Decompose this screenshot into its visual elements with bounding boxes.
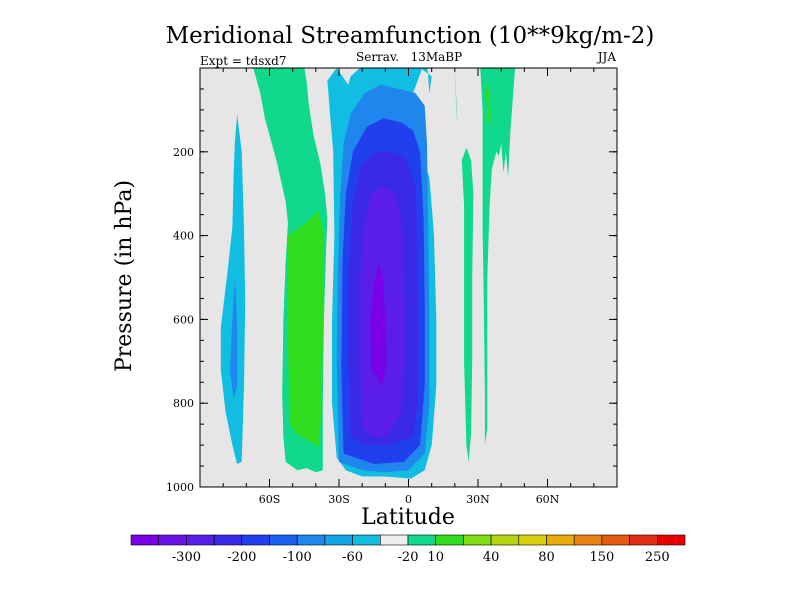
colorbar: -300 -200 -100 -60 -20 10 40 80 150 250	[130, 534, 686, 565]
colorbar-swatch	[241, 534, 270, 546]
y-tick-label: 800	[173, 397, 194, 410]
colorbar-swatch	[296, 534, 326, 546]
colorbar-swatch	[518, 534, 547, 546]
subtitle-right: JJA	[596, 50, 617, 64]
colorbar-label: 10	[427, 550, 444, 565]
colorbar-label: -60	[342, 550, 363, 565]
x-axis-label: Latitude	[361, 505, 455, 530]
contour-northern-cell-core	[484, 80, 491, 127]
contour-layer	[220, 68, 516, 479]
contour-southern-polar-cell-inner	[230, 277, 238, 399]
contour-northern-cell-2	[461, 147, 474, 462]
x-tick-label: 30S	[328, 493, 350, 506]
colorbar-swatch	[130, 534, 160, 546]
x-tick-label: 60S	[259, 493, 281, 506]
subtitle-left: Expt = tdsxd7	[200, 54, 286, 68]
x-tick-label: 60N	[536, 493, 560, 506]
colorbar-swatch	[656, 534, 686, 546]
colorbar-swatch	[269, 534, 298, 546]
y-tick-label: 200	[173, 146, 194, 159]
colorbar-label: -300	[172, 550, 201, 565]
colorbar-swatch	[324, 534, 353, 546]
colorbar-swatch	[546, 534, 575, 546]
subtitle-center: Serrav. 13MaBP	[356, 50, 462, 64]
colorbar-label: 150	[589, 550, 614, 565]
y-tick-label: 400	[173, 230, 194, 243]
axes-layer: 60S 30S 0 30N 60N 200 400 600 800 1000	[166, 68, 617, 506]
contour-northern-cell-1	[454, 68, 458, 123]
colorbar-swatch	[407, 534, 437, 546]
colorbar-swatch	[601, 534, 630, 546]
contour-hadley-cell-core	[370, 264, 387, 387]
colorbar-swatch	[435, 534, 464, 546]
colorbar-label: 80	[538, 550, 555, 565]
colorbar-label: 250	[645, 550, 670, 565]
colorbar-swatch	[379, 534, 409, 546]
colorbar-swatch	[629, 534, 658, 546]
colorbar-swatch	[573, 534, 603, 546]
colorbar-label: -200	[227, 550, 256, 565]
contour-southern-polar-cell	[220, 114, 246, 464]
x-tick-label: 0	[405, 493, 412, 506]
colorbar-label: -100	[283, 550, 312, 565]
colorbar-swatch	[186, 534, 215, 546]
contour-northern-cell-3	[480, 68, 516, 446]
x-tick-label: 30N	[466, 493, 490, 506]
colorbar-label: 40	[483, 550, 500, 565]
colorbar-swatch	[352, 534, 381, 546]
colorbar-label: -20	[398, 550, 419, 565]
y-axis-label: Pressure (in hPa)	[112, 180, 137, 372]
colorbar-swatch	[490, 534, 520, 546]
contour-southern-ferrel-cell-core	[286, 210, 324, 448]
colorbar-swatch	[463, 534, 492, 546]
y-tick-label: 1000	[166, 481, 194, 494]
y-tick-label: 600	[173, 313, 194, 326]
colorbar-swatch	[213, 534, 243, 546]
chart-title: Meridional Streamfunction (10**9kg/m-2)	[166, 23, 655, 49]
colorbar-swatch	[158, 534, 187, 546]
